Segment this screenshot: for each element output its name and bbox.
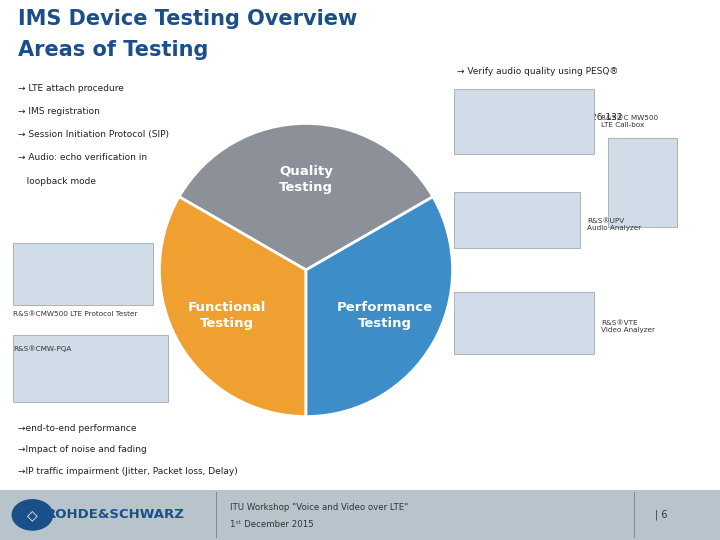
Text: IMS Device Testing Overview: IMS Device Testing Overview: [18, 9, 357, 29]
Text: Quality
Testing: Quality Testing: [279, 165, 333, 194]
Text: | 6: | 6: [655, 510, 667, 520]
Text: R&S®CMW-PQA: R&S®CMW-PQA: [13, 346, 71, 352]
Text: R&S®CMW500 LTE Protocol Tester: R&S®CMW500 LTE Protocol Tester: [13, 310, 138, 316]
Circle shape: [12, 500, 53, 530]
Text: → Audio: echo verification in: → Audio: echo verification in: [18, 153, 147, 163]
Text: 1ˢᵗ December 2015: 1ˢᵗ December 2015: [230, 521, 314, 529]
Text: loopback mode: loopback mode: [18, 177, 96, 186]
Wedge shape: [159, 197, 306, 416]
Text: → Verify audio quality using PESQ®: → Verify audio quality using PESQ®: [457, 68, 618, 77]
Bar: [13, 335, 168, 402]
Bar: [0, 490, 720, 540]
Text: → Session Initiation Protocol (SIP): → Session Initiation Protocol (SIP): [18, 130, 169, 139]
Text: → LTE attach procedure: → LTE attach procedure: [18, 84, 124, 93]
Bar: [454, 292, 594, 354]
Bar: [454, 89, 594, 154]
Text: R&S®VTE
Video Analyzer: R&S®VTE Video Analyzer: [601, 320, 655, 333]
Text: →Impact of noise and fading: →Impact of noise and fading: [18, 446, 147, 455]
Text: Areas of Testing: Areas of Testing: [18, 39, 208, 60]
Bar: [13, 243, 153, 305]
Text: →end-to-end performance: →end-to-end performance: [18, 424, 137, 433]
Bar: [454, 192, 580, 248]
Text: →IP traffic impairment (Jitter, Packet loss, Delay): →IP traffic impairment (Jitter, Packet l…: [18, 467, 238, 476]
Wedge shape: [306, 197, 453, 416]
Text: → Acoustic analysis: 3GPP TS 26.132: → Acoustic analysis: 3GPP TS 26.132: [457, 113, 623, 122]
Text: R&S®C MW500
LTE Call-box: R&S®C MW500 LTE Call-box: [601, 115, 658, 128]
Text: Functional
Testing: Functional Testing: [188, 301, 266, 330]
Wedge shape: [179, 124, 433, 270]
Text: ITU Workshop "Voice and Video over LTE": ITU Workshop "Voice and Video over LTE": [230, 503, 409, 512]
Text: Performance
Testing: Performance Testing: [337, 301, 433, 330]
Text: R&S®UPV
Audio Analyzer: R&S®UPV Audio Analyzer: [587, 218, 641, 231]
Text: ROHDE&SCHWARZ: ROHDE&SCHWARZ: [46, 508, 184, 522]
Text: and POLQA® algorithm: and POLQA® algorithm: [457, 90, 572, 99]
Text: ◇: ◇: [27, 508, 37, 522]
Bar: [608, 138, 677, 227]
Text: → IMS registration: → IMS registration: [18, 107, 100, 116]
